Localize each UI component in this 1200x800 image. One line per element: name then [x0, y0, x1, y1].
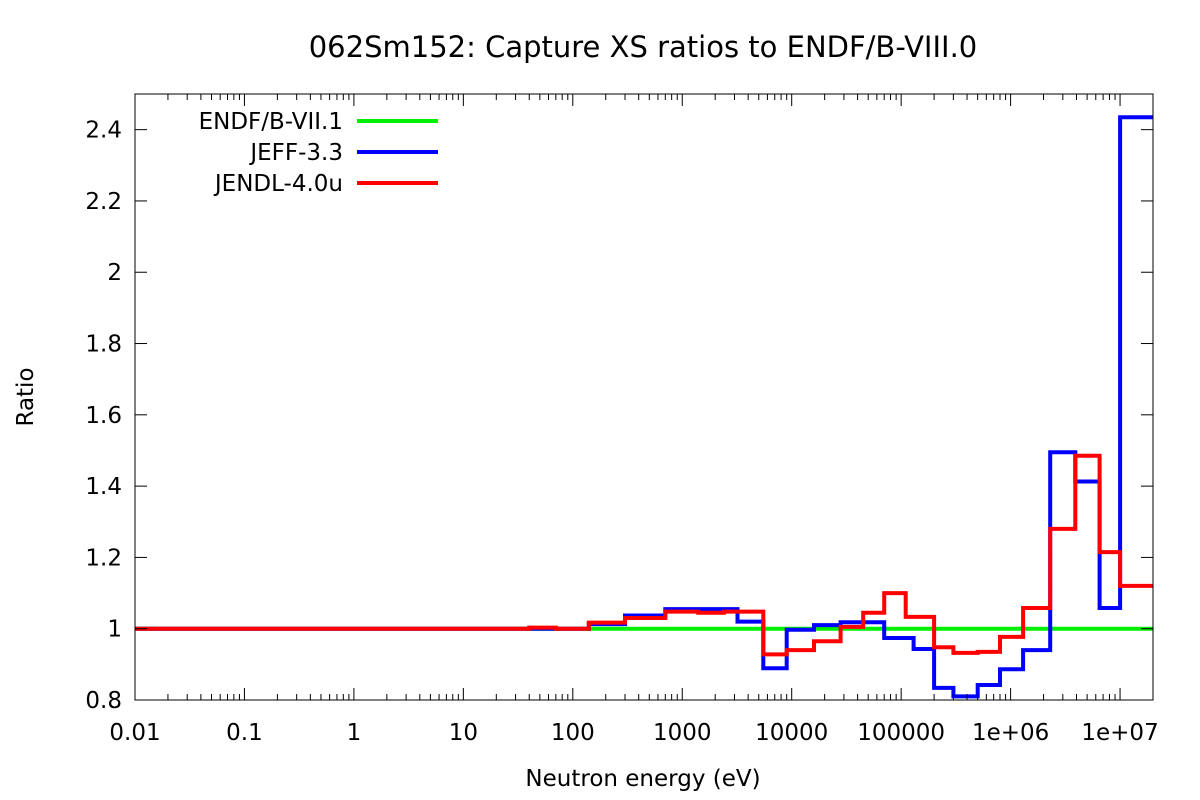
y-tick-label: 1.6 — [85, 403, 122, 429]
x-tick-label: 0.1 — [226, 720, 263, 746]
legend-item: JEFF-3.3 — [248, 140, 438, 166]
y-tick-label: 2.4 — [85, 118, 122, 144]
y-tick-label: 1 — [107, 617, 122, 643]
legend-item: ENDF/B-VII.1 — [199, 109, 438, 135]
x-tick-label: 1 — [347, 720, 362, 746]
x-tick-label: 1000 — [653, 720, 712, 746]
x-tick-label: 0.01 — [109, 720, 160, 746]
legend-label: JENDL-4.0u — [213, 171, 343, 197]
x-tick-label: 1e+06 — [972, 720, 1049, 746]
axis-layer: 0.01 0.1 1 10 100 1000 10000 100000 1e+06 1e+07 0.… — [85, 93, 1159, 746]
series-layer — [135, 115, 1153, 699]
y-tick-label: 1.2 — [85, 545, 122, 571]
legend-label: JEFF-3.3 — [248, 140, 343, 166]
y-axis-label: Ratio — [13, 367, 39, 426]
x-tick-label: 10000 — [755, 720, 828, 746]
y-tick-label: 1.4 — [85, 474, 122, 500]
plot-frame — [134, 93, 1154, 701]
x-axis-label: Neutron energy (eV) — [525, 766, 760, 792]
chart-title: 062Sm152: Capture XS ratios to ENDF/B-VI… — [309, 30, 978, 64]
legend-item: JENDL-4.0u — [213, 171, 438, 197]
series-line-1 — [135, 115, 1153, 699]
y-tick-label: 1.8 — [85, 332, 122, 358]
y-tick-label: 0.8 — [85, 688, 122, 714]
x-tick-label: 100000 — [857, 720, 945, 746]
x-tick-label: 1e+07 — [1081, 720, 1158, 746]
y-tick-label: 2 — [107, 260, 122, 286]
legend: ENDF/B-VII.1 JEFF-3.3 JENDL-4.0u — [199, 109, 438, 197]
x-tick-label: 10 — [449, 720, 478, 746]
series-line-2 — [135, 453, 1153, 657]
legend-label: ENDF/B-VII.1 — [199, 109, 343, 135]
y-tick-label: 2.2 — [85, 189, 122, 215]
x-tick-label: 100 — [551, 720, 595, 746]
